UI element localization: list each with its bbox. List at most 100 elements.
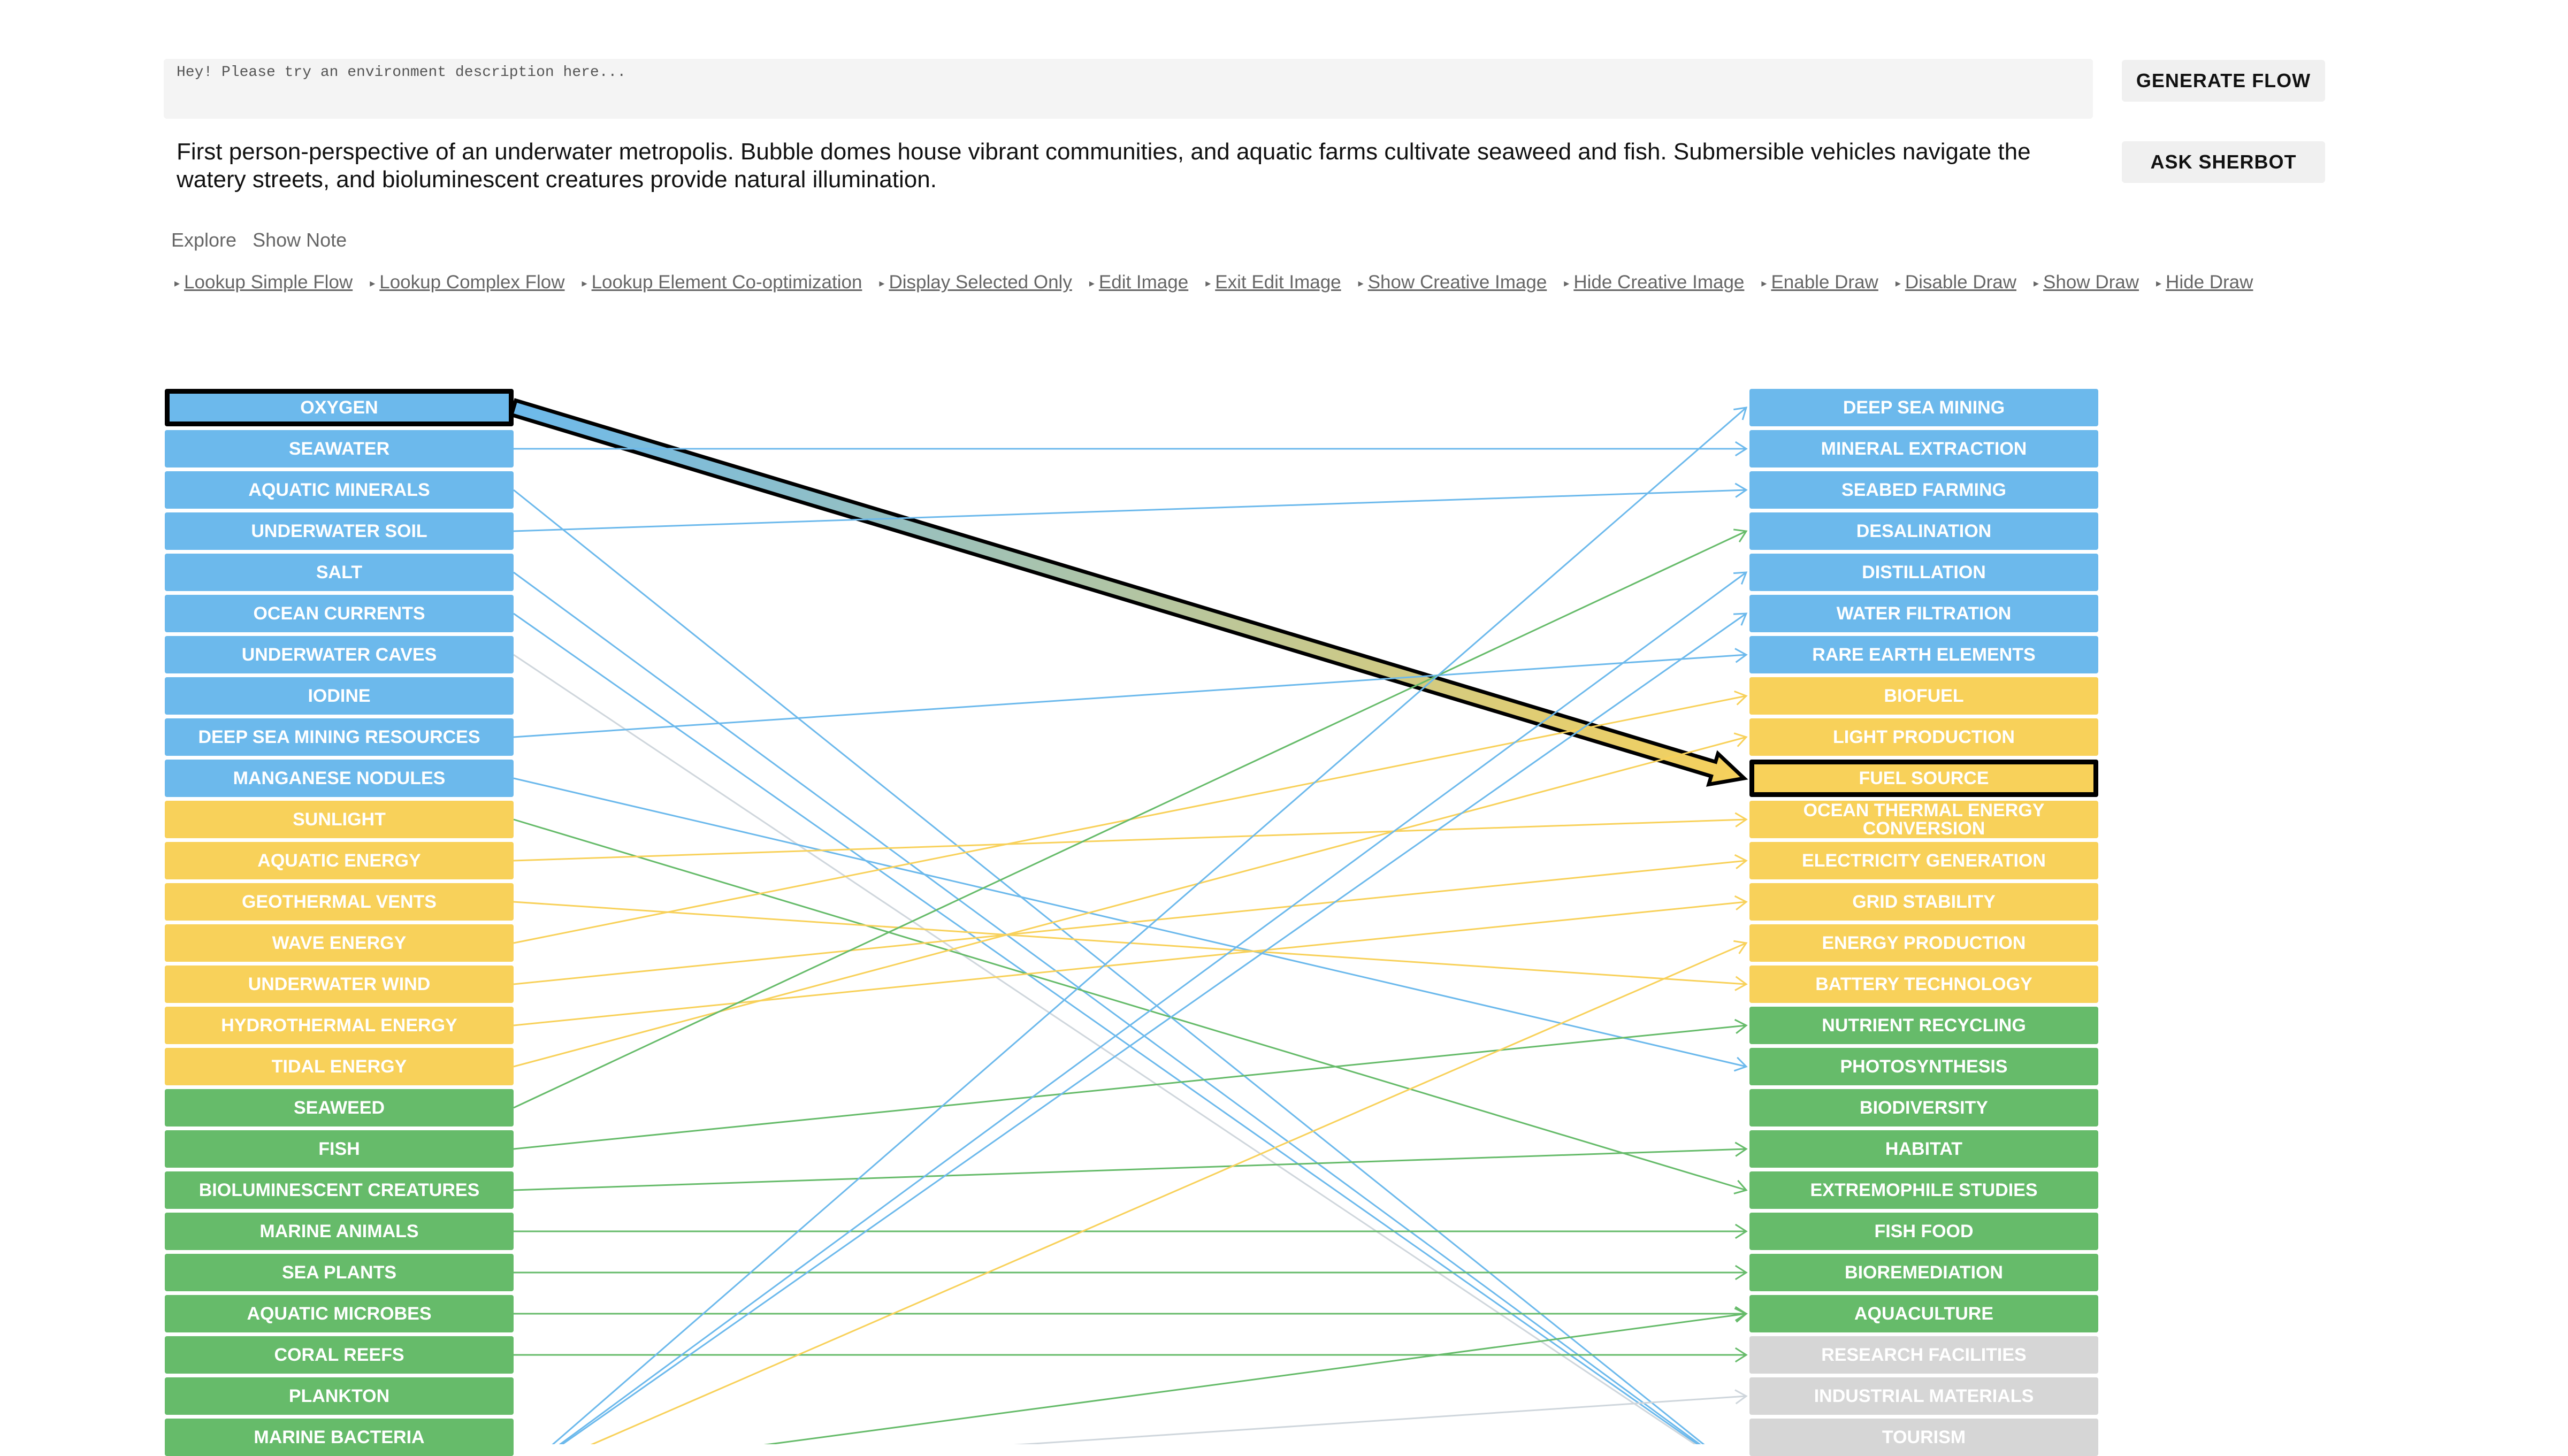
link-lookup-complex-flow[interactable]: ▸ Lookup Complex Flow <box>370 272 564 293</box>
flow-link[interactable] <box>513 901 1747 1026</box>
arrowhead-icon <box>1733 612 1748 626</box>
link-display-selected-only[interactable]: ▸ Display Selected Only <box>879 272 1072 293</box>
flow-link[interactable] <box>514 942 1747 1444</box>
ask-sherbot-button[interactable]: ASK SHERBOT <box>2122 141 2325 183</box>
link-lookup-element-co-optimization[interactable]: ▸ Lookup Element Co-optimization <box>582 272 862 293</box>
source-node-underwater-wind[interactable]: UNDERWATER WIND <box>165 965 514 1003</box>
flow-link[interactable] <box>513 818 1747 862</box>
generate-flow-button[interactable]: GENERATE FLOW <box>2122 60 2325 102</box>
environment-input[interactable]: Hey! Please try an environment descripti… <box>164 59 2093 119</box>
target-node-grid-stability[interactable]: GRID STABILITY <box>1749 883 2098 921</box>
triangle-icon: ▸ <box>370 278 376 290</box>
target-node-extremophile-studies[interactable]: EXTREMOPHILE STUDIES <box>1749 1171 2098 1209</box>
source-node-aquatic-microbes[interactable]: AQUATIC MICROBES <box>165 1295 514 1332</box>
source-node-geothermal-vents[interactable]: GEOTHERMAL VENTS <box>165 883 514 921</box>
link-disable-draw[interactable]: ▸ Disable Draw <box>1896 272 2016 293</box>
target-node-rare-earth-elements[interactable]: RARE EARTH ELEMENTS <box>1749 636 2098 673</box>
target-node-energy-production[interactable]: ENERGY PRODUCTION <box>1749 924 2098 962</box>
flow-link[interactable] <box>513 1148 1747 1191</box>
link-label: Lookup Complex Flow <box>379 272 565 293</box>
flow-link[interactable] <box>513 1024 1747 1150</box>
highlighted-flow-link[interactable] <box>509 398 1748 787</box>
flow-link[interactable] <box>513 860 1747 985</box>
flow-link[interactable] <box>513 736 1747 1068</box>
target-node-seabed-farming[interactable]: SEABED FARMING <box>1749 471 2098 509</box>
target-node-electricity-generation[interactable]: ELECTRICITY GENERATION <box>1749 842 2098 879</box>
target-node-light-production[interactable]: LIGHT PRODUCTION <box>1749 718 2098 756</box>
link-show-creative-image[interactable]: ▸ Show Creative Image <box>1358 272 1547 293</box>
source-node-sea-plants[interactable]: SEA PLANTS <box>165 1254 514 1291</box>
source-node-underwater-soil[interactable]: UNDERWATER SOIL <box>165 512 514 550</box>
target-node-fuel-source[interactable]: FUEL SOURCE <box>1749 760 2098 797</box>
target-node-industrial-materials[interactable]: INDUSTRIAL MATERIALS <box>1749 1377 2098 1415</box>
triangle-icon: ▸ <box>1761 278 1767 290</box>
arrowhead-icon <box>1734 1141 1748 1157</box>
link-edit-image[interactable]: ▸ Edit Image <box>1089 272 1188 293</box>
source-node-aquatic-energy[interactable]: AQUATIC ENERGY <box>165 842 514 879</box>
source-node-wave-energy[interactable]: WAVE ENERGY <box>165 924 514 962</box>
link-show-draw[interactable]: ▸ Show Draw <box>2034 272 2139 293</box>
source-node-plankton[interactable]: PLANKTON <box>165 1377 514 1415</box>
source-node-tidal-energy[interactable]: TIDAL ENERGY <box>165 1048 514 1085</box>
target-node-distillation[interactable]: DISTILLATION <box>1749 554 2098 591</box>
flow-link[interactable] <box>514 407 1747 1444</box>
target-node-tourism[interactable]: TOURISM <box>1749 1419 2098 1456</box>
target-node-nutrient-recycling[interactable]: NUTRIENT RECYCLING <box>1749 1007 2098 1044</box>
target-node-habitat[interactable]: HABITAT <box>1749 1130 2098 1168</box>
source-node-sunlight[interactable]: SUNLIGHT <box>165 801 514 838</box>
flow-link[interactable] <box>513 612 1746 1444</box>
target-node-bioremediation[interactable]: BIOREMEDIATION <box>1749 1254 2098 1291</box>
arrowhead-icon <box>1734 1389 1748 1405</box>
source-node-ocean-currents[interactable]: OCEAN CURRENTS <box>165 595 514 632</box>
flow-link[interactable] <box>514 612 1747 1444</box>
source-node-seaweed[interactable]: SEAWEED <box>165 1089 514 1127</box>
target-node-battery-technology[interactable]: BATTERY TECHNOLOGY <box>1749 965 2098 1003</box>
link-hide-creative-image[interactable]: ▸ Hide Creative Image <box>1564 272 1744 293</box>
flow-link[interactable] <box>514 1313 1747 1444</box>
source-node-bioluminescent-creatures[interactable]: BIOLUMINESCENT CREATURES <box>165 1171 514 1209</box>
source-node-fish[interactable]: FISH <box>165 1130 514 1168</box>
target-node-fish-food[interactable]: FISH FOOD <box>1749 1213 2098 1250</box>
flow-link[interactable] <box>513 489 1747 532</box>
flow-link[interactable] <box>514 1395 1747 1444</box>
source-node-seawater[interactable]: SEAWATER <box>165 430 514 468</box>
target-node-research-facilities[interactable]: RESEARCH FACILITIES <box>1749 1336 2098 1374</box>
target-node-ocean-thermal-energy-conversion[interactable]: OCEAN THERMAL ENERGY CONVERSION <box>1749 801 2098 838</box>
arrowhead-icon <box>1734 1223 1748 1239</box>
link-exit-edit-image[interactable]: ▸ Exit Edit Image <box>1205 272 1341 293</box>
source-node-marine-bacteria[interactable]: MARINE BACTERIA <box>165 1419 514 1456</box>
arrowhead-icon <box>1734 648 1748 663</box>
link-enable-draw[interactable]: ▸ Enable Draw <box>1761 272 1878 293</box>
target-node-water-filtration[interactable]: WATER FILTRATION <box>1749 595 2098 632</box>
target-node-aquaculture[interactable]: AQUACULTURE <box>1749 1295 2098 1332</box>
target-node-photosynthesis[interactable]: PHOTOSYNTHESIS <box>1749 1048 2098 1085</box>
arrowhead-icon <box>1733 732 1748 747</box>
tab-explore[interactable]: Explore <box>171 229 237 251</box>
source-node-coral-reefs[interactable]: CORAL REEFS <box>165 1336 514 1374</box>
target-node-desalination[interactable]: DESALINATION <box>1749 512 2098 550</box>
source-node-oxygen[interactable]: OXYGEN <box>165 389 514 426</box>
target-node-biofuel[interactable]: BIOFUEL <box>1749 677 2098 715</box>
source-node-aquatic-minerals[interactable]: AQUATIC MINERALS <box>165 471 514 509</box>
flow-link[interactable] <box>513 654 1747 738</box>
source-node-underwater-caves[interactable]: UNDERWATER CAVES <box>165 636 514 673</box>
link-lookup-simple-flow[interactable]: ▸ Lookup Simple Flow <box>174 272 353 293</box>
arrowhead-icon <box>1734 1018 1748 1034</box>
tab-show-note[interactable]: Show Note <box>253 229 347 251</box>
flow-link[interactable] <box>513 489 1746 1444</box>
flow-link[interactable] <box>513 530 1747 1109</box>
target-node-mineral-extraction[interactable]: MINERAL EXTRACTION <box>1749 430 2098 468</box>
link-hide-draw[interactable]: ▸ Hide Draw <box>2156 272 2253 293</box>
flow-link[interactable] <box>514 571 1747 1444</box>
target-node-deep-sea-mining[interactable]: DEEP SEA MINING <box>1749 389 2098 426</box>
source-node-salt[interactable]: SALT <box>165 554 514 591</box>
source-node-iodine[interactable]: IODINE <box>165 677 514 715</box>
link-label: Show Draw <box>2043 272 2139 293</box>
source-node-hydrothermal-energy[interactable]: HYDROTHERMAL ENERGY <box>165 1007 514 1044</box>
source-node-marine-animals[interactable]: MARINE ANIMALS <box>165 1213 514 1250</box>
source-node-manganese-nodules[interactable]: MANGANESE NODULES <box>165 760 514 797</box>
flow-link[interactable] <box>513 818 1747 1191</box>
source-node-deep-sea-mining-resources[interactable]: DEEP SEA MINING RESOURCES <box>165 718 514 756</box>
flow-link[interactable] <box>513 654 1746 1444</box>
target-node-biodiversity[interactable]: BIODIVERSITY <box>1749 1089 2098 1127</box>
